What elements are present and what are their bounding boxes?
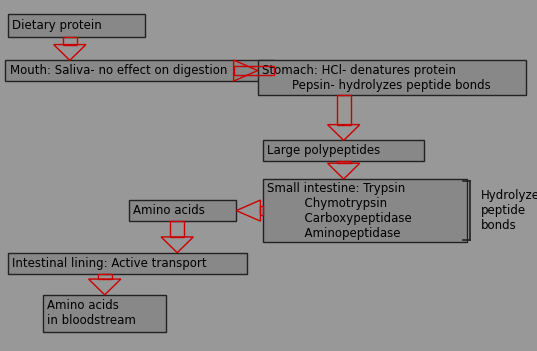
Bar bbox=[337, 161, 351, 163]
Bar bbox=[234, 66, 274, 75]
FancyBboxPatch shape bbox=[263, 140, 424, 161]
Text: Amino acids: Amino acids bbox=[133, 204, 205, 217]
Text: Intestinal lining: Active transport: Intestinal lining: Active transport bbox=[12, 257, 207, 270]
Text: Stomach: HCl- denatures protein
        Pepsin- hydrolyzes peptide bonds: Stomach: HCl- denatures protein Pepsin- … bbox=[262, 64, 491, 92]
Text: Large polypeptides: Large polypeptides bbox=[267, 144, 381, 158]
Bar bbox=[337, 95, 351, 125]
Text: Small intestine: Trypsin
          Chymotrypsin
          Carboxypeptidase
     : Small intestine: Trypsin Chymotrypsin Ca… bbox=[267, 181, 412, 240]
Bar bbox=[170, 221, 184, 237]
FancyBboxPatch shape bbox=[263, 179, 467, 242]
FancyBboxPatch shape bbox=[8, 14, 145, 37]
Text: Dietary protein: Dietary protein bbox=[12, 19, 102, 32]
Text: Mouth: Saliva- no effect on digestion: Mouth: Saliva- no effect on digestion bbox=[10, 64, 227, 77]
FancyBboxPatch shape bbox=[258, 60, 526, 95]
Text: Hydrolyze
peptide
bonds: Hydrolyze peptide bonds bbox=[481, 189, 537, 232]
Bar bbox=[98, 274, 112, 279]
FancyBboxPatch shape bbox=[5, 60, 274, 81]
FancyBboxPatch shape bbox=[43, 295, 166, 332]
FancyBboxPatch shape bbox=[8, 253, 247, 274]
FancyBboxPatch shape bbox=[129, 200, 236, 221]
Bar bbox=[260, 206, 263, 215]
Text: Amino acids
in bloodstream: Amino acids in bloodstream bbox=[47, 299, 136, 327]
Bar bbox=[63, 37, 77, 45]
